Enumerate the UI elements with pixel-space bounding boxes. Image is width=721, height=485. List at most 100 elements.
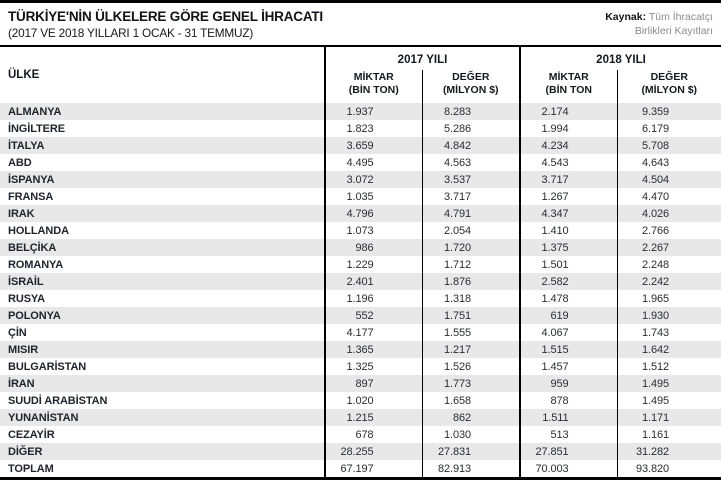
country-cell: SUUDİ ARABİSTAN — [8, 394, 108, 407]
country-cell: ALMANYA — [8, 105, 62, 118]
column-header-2018-deger: DEĞER (MİLYON $) — [616, 70, 721, 104]
table-row: DİĞER 28.255 27.831 27.851 31.282 — [0, 443, 721, 461]
value-cell: 1.410 — [519, 222, 617, 240]
value-cell: 4.470 — [616, 188, 721, 206]
value-cell: 1.994 — [519, 120, 617, 138]
page-title: TÜRKİYE'NİN ÜLKELERE GÖRE GENEL İHRACATI — [8, 9, 323, 24]
value-cell: 1.161 — [616, 426, 721, 444]
value-cell: 4.234 — [519, 137, 617, 155]
country-cell: BULGARİSTAN — [8, 360, 87, 373]
table-row: RUSYA 1.196 1.318 1.478 1.965 — [0, 290, 721, 308]
value-cell: 959 — [519, 375, 617, 393]
value-cell: 1.511 — [519, 409, 617, 427]
value-cell: 1.501 — [519, 256, 617, 274]
value-cell: 67.197 — [324, 460, 422, 479]
value-cell: 1.965 — [616, 290, 721, 308]
column-group-2018: 2018 YILI — [519, 46, 721, 70]
value-cell: 1.229 — [324, 256, 422, 274]
value-cell: 5.286 — [421, 120, 520, 138]
source-text-1: Tüm İhracatçı — [648, 11, 713, 23]
table-row: FRANSA 1.035 3.717 1.267 4.470 — [0, 188, 721, 206]
country-cell: İTALYA — [8, 139, 45, 152]
subheader-line-1: DEĞER — [650, 71, 688, 83]
value-cell: 5.708 — [616, 137, 721, 155]
value-cell: 4.504 — [616, 171, 721, 189]
table-row: ÇİN 4.177 1.555 4.067 1.743 — [0, 324, 721, 342]
column-header-country: ÜLKE — [0, 46, 326, 104]
value-cell: 1.318 — [421, 290, 520, 308]
value-cell: 1.876 — [421, 273, 520, 291]
value-cell: 1.035 — [324, 188, 422, 206]
column-header-2018-miktar: MİKTAR (BİN TON — [519, 70, 617, 104]
country-cell: YUNANİSTAN — [8, 411, 79, 424]
value-cell: 1.375 — [519, 239, 617, 257]
value-cell: 1.457 — [519, 358, 617, 376]
value-cell: 1.823 — [324, 120, 422, 138]
table-row: İRAN 897 1.773 959 1.495 — [0, 375, 721, 393]
table-row: İTALYA 3.659 4.842 4.234 5.708 — [0, 137, 721, 155]
value-cell: 1.526 — [421, 358, 520, 376]
value-cell: 4.177 — [324, 324, 422, 342]
value-cell: 1.030 — [421, 426, 520, 444]
value-cell: 1.325 — [324, 358, 422, 376]
source-line-1: Kaynak: Tüm İhracatçı — [605, 10, 713, 24]
value-cell: 1.743 — [616, 324, 721, 342]
value-cell: 9.359 — [616, 103, 721, 121]
table-row: POLONYA 552 1.751 619 1.930 — [0, 307, 721, 325]
value-cell: 4.067 — [519, 324, 617, 342]
subheader-line-2: (MİLYON $) — [442, 83, 499, 96]
value-cell: 1.478 — [519, 290, 617, 308]
value-cell: 2.248 — [616, 256, 721, 274]
subheader-line-1: DEĞER — [452, 71, 490, 83]
value-cell: 678 — [324, 426, 422, 444]
title-block: TÜRKİYE'NİN ÜLKELERE GÖRE GENEL İHRACATI… — [8, 9, 323, 40]
page-subtitle: (2017 VE 2018 YILLARI 1 OCAK - 31 TEMMUZ… — [8, 26, 254, 40]
source-note: Kaynak: Tüm İhracatçı Birlikleri Kayıtla… — [605, 10, 713, 38]
subheader-line-2: (BİN TON) — [348, 83, 399, 96]
table-row: MISIR 1.365 1.217 1.515 1.642 — [0, 341, 721, 359]
value-cell: 552 — [324, 307, 422, 325]
value-cell: 4.796 — [324, 205, 422, 223]
country-cell: HOLLANDA — [8, 224, 69, 237]
subheader-line-1: MİKTAR — [548, 71, 589, 83]
value-cell: 1.495 — [616, 392, 721, 410]
value-cell: 28.255 — [324, 443, 422, 461]
country-cell: İSPANYA — [8, 173, 55, 186]
country-cell: İRAN — [8, 377, 35, 390]
value-cell: 3.537 — [421, 171, 520, 189]
value-cell: 1.196 — [324, 290, 422, 308]
value-cell: 3.072 — [324, 171, 422, 189]
country-cell: RUSYA — [8, 292, 45, 305]
country-cell: BELÇİKA — [8, 241, 57, 254]
group-header-row: ÜLKE 2017 YILI 2018 YILI — [0, 46, 721, 104]
value-cell: 4.495 — [324, 154, 422, 172]
table-row: BULGARİSTAN 1.325 1.526 1.457 1.512 — [0, 358, 721, 376]
country-cell: ÇİN — [8, 326, 27, 339]
value-cell: 1.365 — [324, 341, 422, 359]
value-cell: 2.174 — [519, 103, 617, 121]
table-body: ALMANYA 1.937 8.283 2.174 9.359 İNGİLTERE 1.82… — [0, 103, 721, 479]
country-cell: ROMANYA — [8, 258, 64, 271]
table-row: HOLLANDA 1.073 2.054 1.410 2.766 — [0, 222, 721, 240]
value-cell: 82.913 — [421, 460, 520, 479]
value-cell: 2.766 — [616, 222, 721, 240]
table-row: İSRAİL 2.401 1.876 2.582 2.242 — [0, 273, 721, 291]
value-cell: 2.401 — [324, 273, 422, 291]
value-cell: 4.791 — [421, 205, 520, 223]
value-cell: 878 — [519, 392, 617, 410]
value-cell: 3.717 — [519, 171, 617, 189]
country-cell: TOPLAM — [8, 462, 54, 475]
value-cell: 3.659 — [324, 137, 422, 155]
value-cell: 1.171 — [616, 409, 721, 427]
subheader-line-2: (BİN TON — [545, 83, 592, 96]
table-row: YUNANİSTAN 1.215 862 1.511 1.171 — [0, 409, 721, 427]
country-cell: POLONYA — [8, 309, 61, 322]
value-cell: 897 — [324, 375, 422, 393]
value-cell: 619 — [519, 307, 617, 325]
value-cell: 27.851 — [519, 443, 617, 461]
value-cell: 1.495 — [616, 375, 721, 393]
value-cell: 1.930 — [616, 307, 721, 325]
value-cell: 4.347 — [519, 205, 617, 223]
value-cell: 4.026 — [616, 205, 721, 223]
value-cell: 6.179 — [616, 120, 721, 138]
